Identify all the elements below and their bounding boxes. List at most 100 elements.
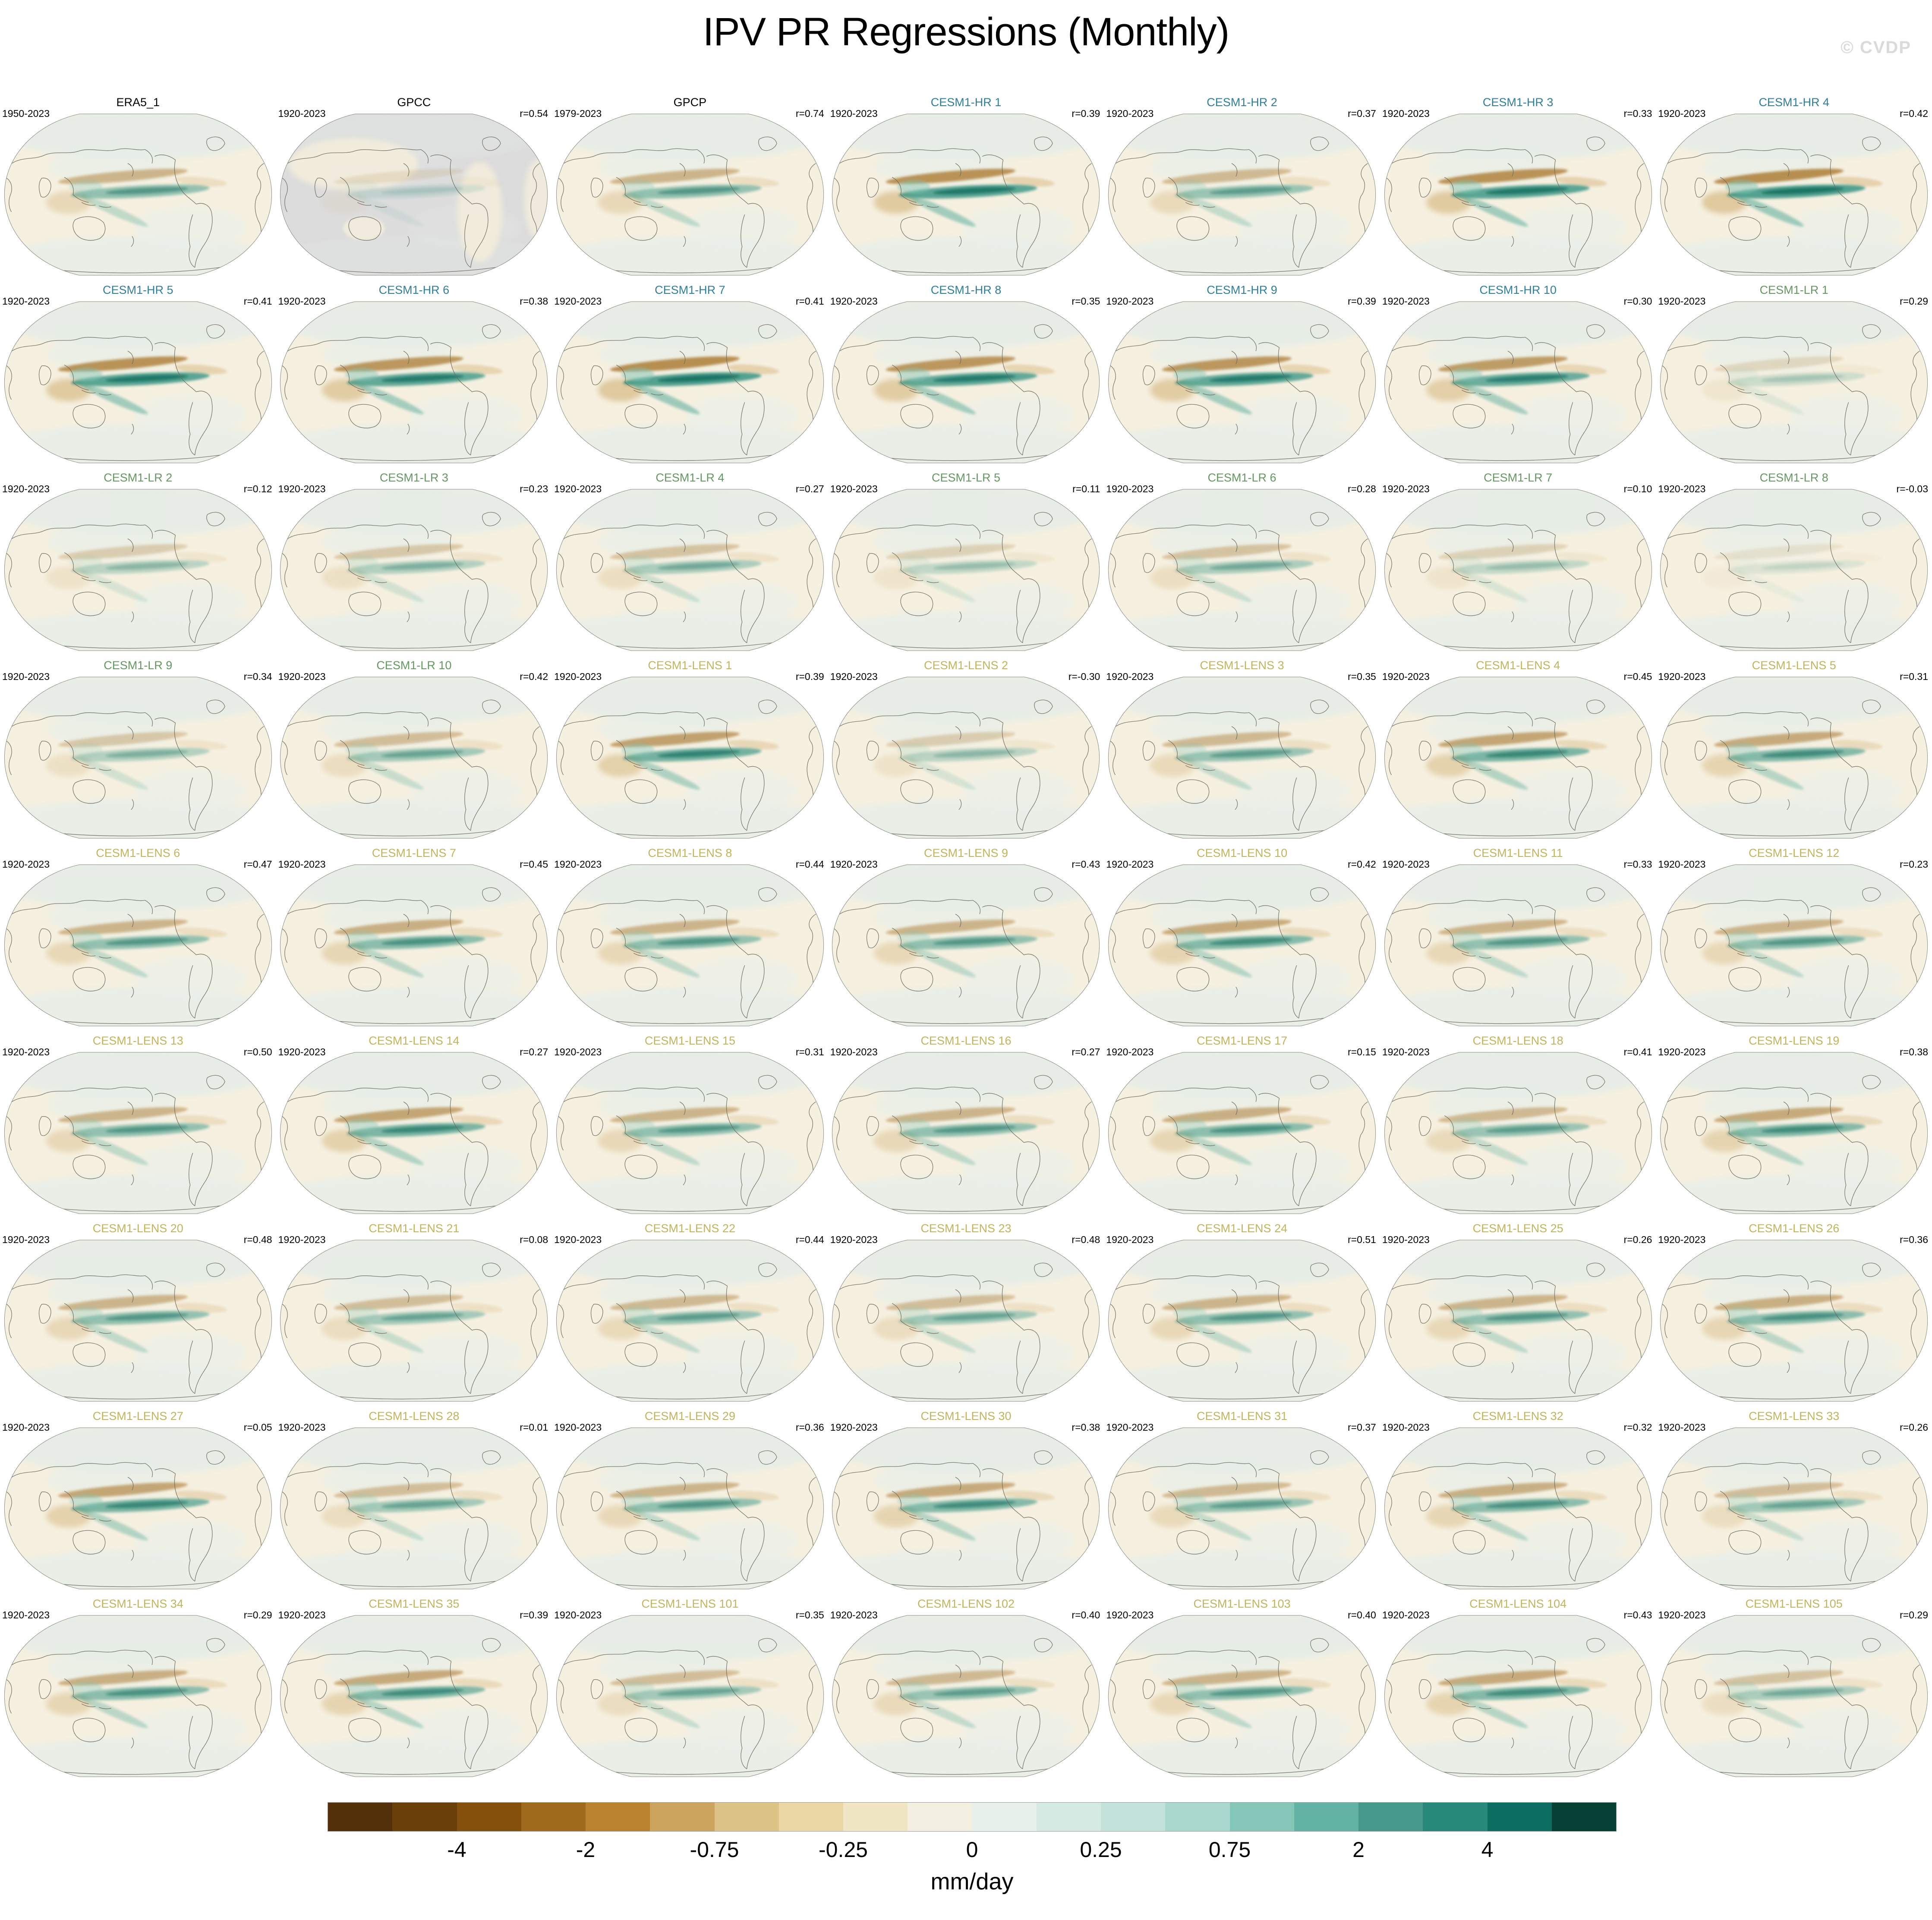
panel-r-value: r=0.45: [520, 859, 548, 870]
map-panel: CESM1-LENS 30 1920-2023 r=0.38: [828, 1408, 1104, 1596]
world-map: [1108, 489, 1376, 651]
world-map: [4, 489, 272, 651]
panel-r-value: r=0.29: [1900, 296, 1928, 307]
panel-title: CESM1-LENS 1: [648, 659, 732, 672]
panel-r-value: r=0.39: [520, 1609, 548, 1621]
panel-r-value: r=0.38: [520, 296, 548, 307]
panel-title: CESM1-LENS 3: [1200, 659, 1284, 672]
map-panel: CESM1-HR 6 1920-2023 r=0.38: [276, 282, 552, 469]
panel-year-range: 1920-2023: [830, 1609, 878, 1621]
panel-title: CESM1-LENS 25: [1472, 1222, 1563, 1235]
panel-r-value: r=0.39: [1072, 108, 1100, 119]
panel-title: CESM1-LENS 11: [1473, 847, 1563, 859]
colorbar-segment: [457, 1803, 521, 1831]
world-map: [832, 677, 1100, 839]
panel-title: CESM1-LR 8: [1759, 471, 1828, 484]
panel-year-range: 1920-2023: [1382, 1234, 1430, 1245]
panel-title: CESM1-LENS 35: [369, 1597, 460, 1610]
panel-title: CESM1-LENS 33: [1749, 1410, 1840, 1423]
map-panel: CESM1-LENS 34 1920-2023 r=0.29: [0, 1596, 276, 1783]
colorbar-segment: [1294, 1803, 1358, 1831]
panel-title: CESM1-LENS 9: [923, 847, 1009, 859]
map-panel: CESM1-LENS 4 1920-2023 r=0.45: [1380, 657, 1656, 845]
panel-year-range: 1920-2023: [1106, 483, 1154, 494]
panel-title: CESM1-LENS 104: [1469, 1597, 1567, 1610]
panel-title: CESM1-LR 4: [656, 471, 725, 484]
panel-year-range: 1920-2023: [1658, 296, 1706, 307]
panel-year-range: 1920-2023: [554, 1609, 602, 1621]
map-panel: CESM1-LENS 8 1920-2023 r=0.44: [552, 845, 828, 1032]
panel-title: CESM1-LENS 8: [648, 847, 732, 859]
panel-r-value: r=0.12: [243, 483, 272, 494]
world-map: [280, 1240, 548, 1402]
panel-year-range: 1920-2023: [554, 671, 602, 682]
colorbar-units-label: mm/day: [930, 1869, 1014, 1895]
panel-r-value: r=0.40: [1072, 1609, 1100, 1621]
panel-r-value: r=0.42: [520, 671, 548, 682]
world-map: [832, 1052, 1100, 1214]
world-map: [4, 1615, 272, 1777]
panel-year-range: 1920-2023: [830, 483, 878, 494]
panel-year-range: 1920-2023: [2, 1046, 50, 1058]
map-panel: CESM1-LR 9 1920-2023 r=0.34: [0, 657, 276, 845]
panel-year-range: 1920-2023: [2, 1234, 50, 1245]
map-panel: CESM1-LR 7 1920-2023 r=0.10: [1380, 469, 1656, 657]
world-map: [1660, 489, 1928, 651]
panel-title: GPCC: [397, 96, 431, 109]
colorbar-segment: [1101, 1803, 1166, 1831]
world-map: [832, 1427, 1100, 1590]
world-map: [4, 113, 272, 276]
world-map: [1108, 1615, 1376, 1777]
world-map: [1660, 1615, 1928, 1777]
map-panel: CESM1-HR 3 1920-2023 r=0.33: [1380, 94, 1656, 282]
panel-r-value: r=0.37: [1347, 108, 1376, 119]
panel-year-range: 1920-2023: [554, 296, 602, 307]
panel-title: CESM1-LENS 105: [1745, 1597, 1843, 1610]
panel-title: CESM1-LENS 21: [369, 1222, 460, 1235]
colorbar-segment: [714, 1803, 779, 1831]
colorbar-segment: [1423, 1803, 1488, 1831]
world-map: [1660, 1427, 1928, 1590]
colorbar-segment: [972, 1803, 1037, 1831]
panel-year-range: 1920-2023: [554, 1234, 602, 1245]
map-panel: CESM1-LENS 9 1920-2023 r=0.43: [828, 845, 1104, 1032]
map-panel: CESM1-LENS 31 1920-2023 r=0.37: [1104, 1408, 1380, 1596]
world-map: [1108, 113, 1376, 276]
map-panel: CESM1-LENS 15 1920-2023 r=0.31: [552, 1032, 828, 1220]
world-map: [556, 113, 824, 276]
world-map: [280, 1615, 548, 1777]
colorbar-tick-label: -2: [576, 1838, 596, 1862]
map-panel: CESM1-LENS 23 1920-2023 r=0.48: [828, 1220, 1104, 1408]
panel-year-range: 1920-2023: [278, 859, 326, 870]
panel-year-range: 1920-2023: [1106, 1234, 1154, 1245]
map-panel: CESM1-LENS 3 1920-2023 r=0.35: [1104, 657, 1380, 845]
panel-title: CESM1-LR 7: [1484, 471, 1553, 484]
colorbar-tick-label: 0: [966, 1838, 978, 1862]
map-panel: CESM1-LR 6 1920-2023 r=0.28: [1104, 469, 1380, 657]
panel-title: CESM1-LENS 22: [644, 1222, 735, 1235]
panel-title: CESM1-LENS 7: [372, 847, 456, 859]
panel-title: CESM1-HR 7: [655, 283, 725, 296]
panel-r-value: r=0.36: [795, 1422, 824, 1433]
panel-r-value: r=0.11: [1072, 483, 1100, 494]
panel-year-range: 1920-2023: [1658, 1046, 1706, 1058]
panel-r-value: r=0.29: [1900, 1609, 1928, 1621]
panel-title: CESM1-LENS 26: [1749, 1222, 1840, 1235]
world-map: [4, 1427, 272, 1590]
panel-r-value: r=0.39: [795, 671, 824, 682]
world-map: [4, 677, 272, 839]
panel-year-range: 1920-2023: [1106, 1422, 1154, 1433]
panel-r-value: r=0.42: [1900, 108, 1928, 119]
map-panel: CESM1-LR 4 1920-2023 r=0.27: [552, 469, 828, 657]
colorbar-segment: [586, 1803, 650, 1831]
panel-year-range: 1920-2023: [1382, 296, 1430, 307]
world-map: [4, 301, 272, 463]
panel-r-value: r=0.05: [243, 1422, 272, 1433]
panel-year-range: 1920-2023: [2, 1609, 50, 1621]
panel-r-value: r=0.32: [1623, 1422, 1652, 1433]
colorbar-tick-label: 0.25: [1080, 1838, 1122, 1862]
world-map: [556, 1427, 824, 1590]
map-panel: CESM1-LENS 27 1920-2023 r=0.05: [0, 1408, 276, 1596]
panel-year-range: 1920-2023: [554, 483, 602, 494]
world-map: [832, 864, 1100, 1026]
